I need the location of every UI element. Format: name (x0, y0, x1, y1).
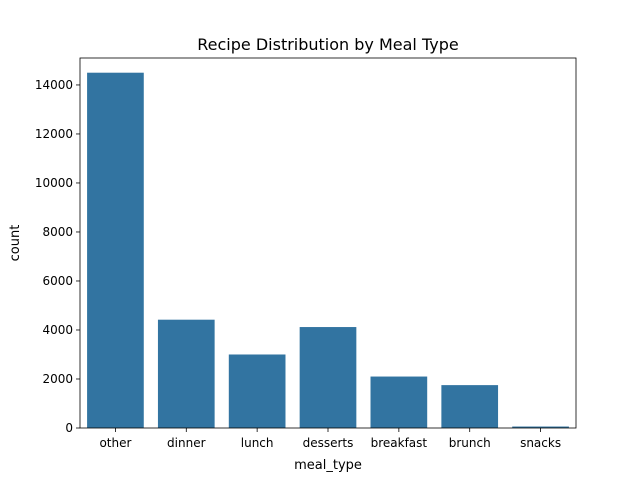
bar-desserts (299, 327, 357, 428)
x-axis: other dinner lunch desserts breakfast brunch s… (99, 428, 561, 450)
y-tick-label-10000: 10000 (35, 176, 73, 190)
y-tick-label-6000: 6000 (42, 274, 73, 288)
bar-snacks (512, 426, 569, 428)
y-tick-label-2000: 2000 (42, 372, 73, 386)
y-axis: 0 2000 4000 6000 8000 10000 12000 14000 (35, 78, 80, 435)
bars-group (87, 72, 569, 428)
bar-dinner (157, 319, 215, 428)
y-tick-label-0: 0 (65, 421, 73, 435)
x-tick-label-snacks: snacks (520, 436, 561, 450)
bar-lunch (228, 354, 286, 428)
y-axis-label: count (8, 225, 23, 262)
y-tick-label-14000: 14000 (35, 78, 73, 92)
x-axis-label: meal_type (294, 458, 362, 473)
bar-brunch (441, 385, 499, 428)
x-tick-label-dinner: dinner (167, 436, 206, 450)
x-tick-label-other: other (99, 436, 131, 450)
x-tick-label-brunch: brunch (449, 436, 491, 450)
y-tick-label-4000: 4000 (42, 323, 73, 337)
x-tick-label-lunch: lunch (241, 436, 274, 450)
bar-other (87, 72, 144, 428)
plot-frame (79, 57, 577, 429)
y-tick-label-8000: 8000 (42, 225, 73, 239)
y-tick-label-12000: 12000 (35, 127, 73, 141)
x-tick-label-breakfast: breakfast (371, 436, 428, 450)
bar-breakfast (370, 376, 428, 428)
x-tick-label-desserts: desserts (303, 436, 354, 450)
chart-title: Recipe Distribution by Meal Type (197, 35, 458, 54)
